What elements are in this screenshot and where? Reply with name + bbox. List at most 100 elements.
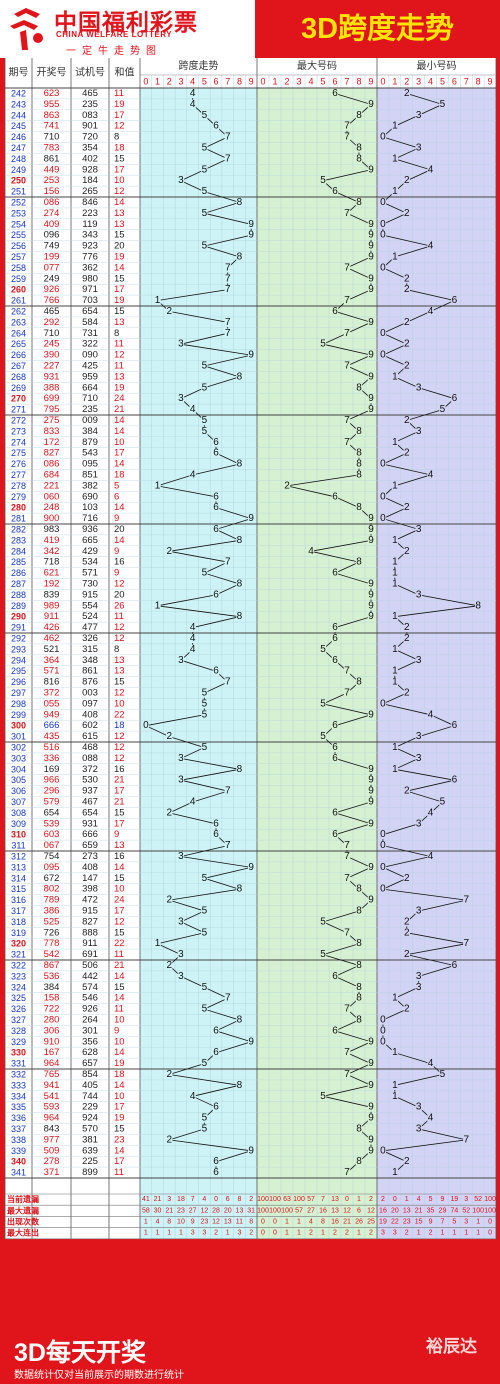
row-draw-number: 833 — [44, 426, 60, 437]
stat-value: 21 — [343, 1219, 351, 1226]
span-marker-bg — [154, 601, 161, 611]
stat-label: 最大遗漏 — [7, 1205, 39, 1215]
stat-value: 12 — [200, 1207, 208, 1214]
max-value: 9 — [368, 1102, 374, 1113]
digit-header: 4 — [190, 77, 195, 87]
max-marker-bg — [355, 448, 363, 458]
max-marker-bg — [343, 263, 351, 273]
max-marker-bg — [331, 622, 339, 633]
span-value: 6 — [213, 491, 219, 502]
digit-header: 2 — [404, 77, 409, 87]
column-header: 和值 — [115, 66, 135, 79]
stat-value: 1 — [297, 1219, 301, 1226]
span-value: 6 — [213, 829, 219, 840]
max-marker-bg — [319, 339, 327, 349]
row-sum: 13 — [114, 317, 125, 328]
row-draw-number: 789 — [44, 895, 60, 906]
row-draw-number: 778 — [44, 938, 60, 949]
span-value: 4 — [190, 644, 196, 655]
max-marker-bg — [355, 906, 363, 916]
max-marker-bg — [355, 383, 363, 393]
stat-value: 27 — [189, 1207, 197, 1214]
min-marker-bg — [415, 655, 422, 665]
max-value: 6 — [332, 720, 338, 731]
row-issue: 305 — [11, 775, 26, 785]
max-value: 2 — [284, 480, 290, 491]
span-value: 7 — [225, 132, 231, 143]
row-test-number: 936 — [82, 524, 98, 535]
row-issue: 326 — [11, 1004, 26, 1014]
min-marker-bg — [427, 808, 434, 818]
span-value: 3 — [178, 339, 184, 350]
span-value: 5 — [202, 1058, 208, 1069]
span-value: 2 — [166, 546, 172, 557]
span-value: 8 — [237, 764, 243, 775]
section-header: 最小号码 — [417, 60, 457, 72]
max-marker-bg — [367, 1135, 375, 1145]
row-draw-number: 802 — [44, 884, 60, 895]
stat-value: 100 — [472, 1207, 484, 1214]
max-value: 9 — [368, 786, 374, 797]
row-issue: 255 — [11, 230, 26, 240]
row-issue: 288 — [11, 590, 26, 600]
span-value: 6 — [213, 121, 219, 132]
max-marker-bg — [355, 993, 363, 1003]
max-value: 9 — [368, 241, 374, 252]
row-test-number: 225 — [82, 1156, 98, 1167]
row-draw-number: 342 — [44, 546, 60, 557]
stat-value: 1 — [440, 1230, 444, 1237]
row-test-number: 265 — [82, 186, 98, 197]
span-value: 6 — [213, 437, 219, 448]
max-marker-bg — [367, 1102, 375, 1112]
max-marker-bg — [343, 928, 351, 938]
max-value: 7 — [344, 840, 350, 851]
max-trend-line — [286, 93, 373, 1173]
row-issue: 280 — [11, 503, 26, 513]
stat-value: 5 — [429, 1196, 433, 1203]
min-marker-bg — [403, 786, 410, 796]
row-draw-number: 672 — [44, 873, 60, 884]
row-issue: 301 — [11, 732, 26, 742]
row-draw-number: 275 — [44, 415, 60, 426]
row-sum: 14 — [114, 426, 125, 437]
row-test-number: 425 — [82, 360, 98, 371]
max-value: 7 — [344, 121, 350, 132]
min-marker-bg — [391, 535, 399, 545]
min-value: 2 — [404, 622, 410, 633]
max-marker-bg — [367, 764, 375, 774]
row-sum: 17 — [114, 1156, 125, 1167]
max-marker-bg — [367, 819, 375, 829]
row-sum: 15 — [114, 306, 125, 317]
row-sum: 16 — [114, 557, 125, 568]
span-value: 2 — [166, 807, 172, 818]
row-test-number: 846 — [82, 197, 98, 208]
row-draw-number: 911 — [44, 611, 59, 622]
span-marker-bg — [224, 328, 231, 338]
min-value: 4 — [428, 469, 434, 480]
row-draw-number: 910 — [44, 1036, 60, 1047]
max-marker-bg — [355, 426, 363, 436]
max-value: 9 — [368, 317, 374, 328]
digit-header: 6 — [332, 77, 337, 87]
stat-value: 26 — [355, 1219, 363, 1226]
row-sum: 12 — [114, 350, 125, 361]
row-draw-number: 839 — [44, 589, 60, 600]
row-test-number: 223 — [82, 208, 98, 219]
row-sum: 6 — [114, 491, 119, 502]
min-value: 3 — [416, 1102, 422, 1113]
span-value: 7 — [225, 993, 231, 1004]
min-marker-bg — [415, 1102, 422, 1112]
span-marker-bg — [201, 1058, 208, 1069]
stat-value: 2 — [345, 1230, 349, 1237]
max-value: 9 — [368, 230, 374, 241]
max-marker-bg — [307, 546, 315, 556]
stat-value: 8 — [167, 1219, 171, 1226]
min-value: 2 — [404, 175, 410, 186]
max-value: 8 — [356, 382, 362, 393]
min-marker-bg — [403, 339, 410, 349]
max-value: 8 — [356, 677, 362, 688]
digit-header: 8 — [237, 77, 242, 87]
row-test-number: 716 — [82, 513, 98, 524]
stat-value: 13 — [236, 1207, 244, 1214]
max-value: 9 — [368, 164, 374, 175]
